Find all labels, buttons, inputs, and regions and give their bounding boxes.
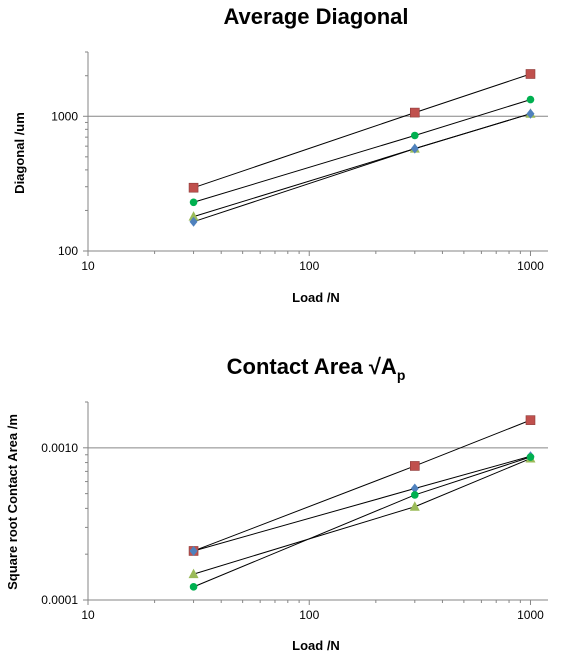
circle-data-point — [189, 583, 198, 591]
diamond-data-point — [189, 216, 198, 227]
x-tick-label: 100 — [299, 259, 319, 273]
y-axis-label: Square root Contact Area /m — [5, 414, 20, 590]
y-tick-label: 0.0010 — [41, 441, 78, 455]
chart-title: Average Diagonal — [223, 4, 408, 29]
triangle-data-point — [188, 568, 199, 579]
square-data-point — [409, 107, 420, 118]
x-tick-label: 10 — [81, 608, 95, 622]
x-axis-label: Load /N — [292, 290, 340, 305]
trend-line — [193, 99, 531, 203]
circle-data-point — [526, 95, 535, 104]
circle-data-point — [189, 198, 198, 207]
square-data-point — [525, 415, 536, 425]
square-data-point — [409, 461, 420, 471]
chart-average-diagonal: Average Diagonal Load /N Diagonal /um 10… — [12, 4, 548, 305]
trend-line — [193, 73, 531, 189]
diamond-data-point — [189, 545, 198, 556]
diamond-data-point — [410, 483, 419, 494]
trend-line — [193, 113, 531, 223]
trend-line — [193, 456, 531, 588]
chart-title-main: Contact Area √A — [227, 354, 397, 379]
square-data-point — [525, 69, 536, 79]
chart-title: Contact Area √Ap — [227, 354, 406, 383]
triangle-data-point — [188, 211, 199, 221]
x-tick-label: 1000 — [517, 259, 544, 273]
diamond-data-point — [410, 143, 419, 154]
x-axis-label: Load /N — [292, 638, 340, 653]
square-data-point — [188, 182, 199, 193]
circle-data-point — [410, 491, 419, 499]
y-axis-label: Diagonal /um — [12, 112, 27, 194]
trend-line — [193, 455, 531, 552]
chart-contact-area: Contact Area √Ap Load /N Square root Con… — [5, 354, 548, 653]
trend-line — [193, 419, 531, 552]
y-tick-label: 0.0001 — [41, 593, 78, 607]
x-tick-label: 1000 — [517, 608, 544, 622]
x-tick-label: 100 — [299, 608, 319, 622]
diamond-data-point — [526, 108, 535, 119]
triangle-data-point — [409, 501, 420, 511]
circle-data-point — [526, 453, 535, 461]
circle-data-point — [410, 131, 419, 140]
chart-title-subscript: p — [397, 367, 406, 383]
x-tick-label: 10 — [81, 259, 95, 273]
plot-area: 10 100 1000 0.0001 0.0010 — [41, 401, 548, 622]
y-tick-label: 1000 — [51, 109, 78, 123]
y-tick-label: 100 — [58, 244, 78, 258]
trend-line — [193, 458, 531, 575]
